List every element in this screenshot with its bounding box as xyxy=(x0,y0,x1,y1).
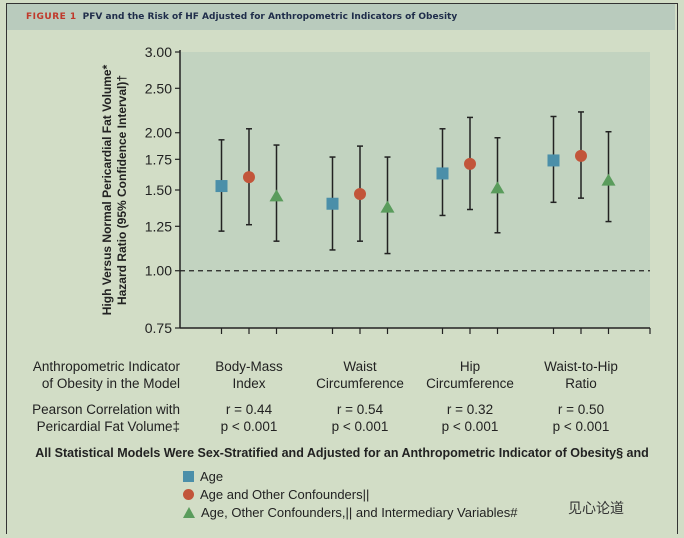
circle-marker-icon xyxy=(183,489,194,500)
p-value: p < 0.001 xyxy=(331,419,389,434)
data-point-square xyxy=(547,154,560,167)
y-tick-label: 2.50 xyxy=(145,80,172,96)
r-value: r = 0.44 xyxy=(225,402,273,417)
data-point-circle xyxy=(575,149,587,162)
legend-label: Age xyxy=(200,469,224,484)
y-tick-label: 0.75 xyxy=(145,320,172,336)
r-value: r = 0.50 xyxy=(557,402,605,417)
pearson-row-label: Pearson Correlation with Pericardial Fat… xyxy=(10,401,180,435)
figure-title: PFV and the Risk of HF Adjusted for Anth… xyxy=(82,12,458,22)
p-value: p < 0.001 xyxy=(220,419,278,434)
data-point-triangle xyxy=(269,189,284,202)
r-value: r = 0.32 xyxy=(446,402,494,417)
figure-label: FIGURE 1 xyxy=(26,12,77,22)
category-label: Hip Circumference xyxy=(405,358,535,392)
data-point-square xyxy=(326,197,339,210)
model-note: All Statistical Models Were Sex-Stratifi… xyxy=(35,446,649,460)
data-point-triangle xyxy=(601,173,616,186)
legend-item-confounders: Age and Other Confounders|| xyxy=(183,487,369,502)
chart: 0.75 1.00 1.25 1.50 1.75 2.00 2.50 3.00 High Ver… xyxy=(100,44,651,336)
legend-item-age: Age xyxy=(183,469,223,484)
correlation-cell: r = 0.50 p < 0.001 xyxy=(516,401,646,435)
triangle-marker-icon xyxy=(183,507,195,518)
correlation-cell: r = 0.44 p < 0.001 xyxy=(184,401,314,435)
category-label-line1: Waist xyxy=(343,359,377,374)
data-point-square xyxy=(215,180,228,193)
legend-item-intermediary: Age, Other Confounders,|| and Intermedia… xyxy=(183,505,518,520)
y-tick-label: 2.00 xyxy=(145,125,172,141)
category-label-line2: Circumference xyxy=(316,376,404,391)
indicator-label-2: of Obesity in the Model xyxy=(41,376,180,391)
data-point-square xyxy=(436,167,449,180)
data-point-triangle xyxy=(380,200,395,213)
p-value: p < 0.001 xyxy=(441,419,499,434)
data-point-triangle xyxy=(490,181,505,194)
category-label: Waist-to-Hip Ratio xyxy=(516,358,646,392)
watermark: 见心论道 xyxy=(568,501,624,517)
indicator-label-1: Anthropometric Indicator xyxy=(32,359,180,374)
category-label: Waist Circumference xyxy=(295,358,425,392)
correlation-cell: r = 0.32 p < 0.001 xyxy=(405,401,535,435)
r-value: r = 0.54 xyxy=(336,402,384,417)
category-label-line1: Waist-to-Hip xyxy=(544,359,618,374)
y-tick-label: 1.00 xyxy=(145,263,172,279)
indicator-row-label: Anthropometric Indicator of Obesity in t… xyxy=(10,358,180,392)
y-axis-label-line1: High Versus Normal Pericardial Fat Volum… xyxy=(100,64,114,315)
data-point-circle xyxy=(354,188,366,201)
category-label-line2: Ratio xyxy=(565,376,597,391)
category-label-line2: Circumference xyxy=(426,376,514,391)
category-label-line2: Index xyxy=(232,376,266,391)
figure-header: FIGURE 1 PFV and the Risk of HF Adjusted … xyxy=(7,4,675,30)
y-tick-label: 1.50 xyxy=(145,182,172,198)
legend-label: Age and Other Confounders|| xyxy=(200,487,370,502)
y-tick-label: 1.25 xyxy=(145,218,172,234)
figure-frame xyxy=(6,3,678,534)
category-label-line1: Body-Mass xyxy=(215,359,283,374)
plot-area xyxy=(180,52,650,328)
y-tick-label: 1.75 xyxy=(145,151,172,167)
correlation-cell: r = 0.54 p < 0.001 xyxy=(295,401,425,435)
y-axis-label-line2: Hazard Ratio (95% Confidence Interval)† xyxy=(115,75,129,305)
data-point-circle xyxy=(243,171,255,184)
pearson-label-1: Pearson Correlation with xyxy=(32,402,180,417)
data-point-circle xyxy=(464,157,476,170)
category-label: Body-Mass Index xyxy=(184,358,314,392)
y-tick-label: 3.00 xyxy=(145,44,172,60)
category-label-line1: Hip xyxy=(459,359,481,374)
p-value: p < 0.001 xyxy=(552,419,610,434)
pearson-label-2: Pericardial Fat Volume‡ xyxy=(36,419,180,434)
square-marker-icon xyxy=(183,471,194,482)
legend-label: Age, Other Confounders,|| and Intermedia… xyxy=(201,505,518,520)
